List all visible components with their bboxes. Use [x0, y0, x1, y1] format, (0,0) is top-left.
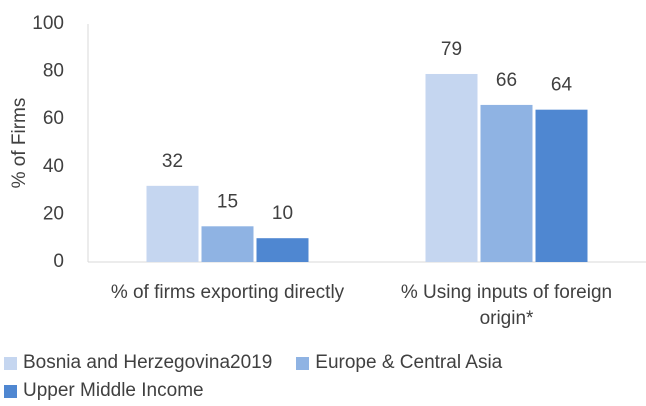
legend-swatch: [296, 356, 310, 370]
legend: Bosnia and Herzegovina2019 Europe & Centr…: [4, 352, 634, 402]
bar: [425, 73, 478, 262]
legend-item: Europe & Central Asia: [296, 352, 502, 374]
legend-item: Upper Middle Income: [4, 380, 204, 402]
legend-label: Bosnia and Herzegovina2019: [23, 352, 273, 373]
y-tick-label: 20: [43, 203, 64, 224]
bar: [201, 226, 254, 262]
bar: [480, 104, 533, 262]
y-axis-title: % of Firms: [9, 98, 30, 189]
legend-label: Upper Middle Income: [23, 380, 204, 401]
data-label: 10: [272, 203, 293, 224]
data-label: 32: [162, 151, 183, 172]
bar: [256, 238, 309, 262]
y-tick-label: 0: [53, 251, 64, 272]
y-tick-label: 40: [43, 156, 64, 177]
x-tick-label: % Using inputs of foreign origin*: [400, 282, 613, 329]
data-label: 15: [217, 191, 238, 212]
bar: [535, 109, 588, 263]
data-label: 79: [441, 39, 462, 60]
y-tick-label: 60: [43, 108, 64, 129]
legend-item: Bosnia and Herzegovina2019: [4, 352, 272, 374]
y-tick-label: 80: [43, 61, 64, 82]
data-label: 66: [496, 70, 517, 91]
legend-swatch: [4, 356, 17, 370]
x-tick-label: % of firms exporting directly: [110, 282, 345, 303]
data-label: 64: [551, 75, 573, 96]
legend-swatch: [4, 384, 17, 398]
y-tick-label: 100: [32, 13, 64, 34]
legend-label: Europe & Central Asia: [315, 352, 503, 373]
bar: [146, 185, 199, 262]
